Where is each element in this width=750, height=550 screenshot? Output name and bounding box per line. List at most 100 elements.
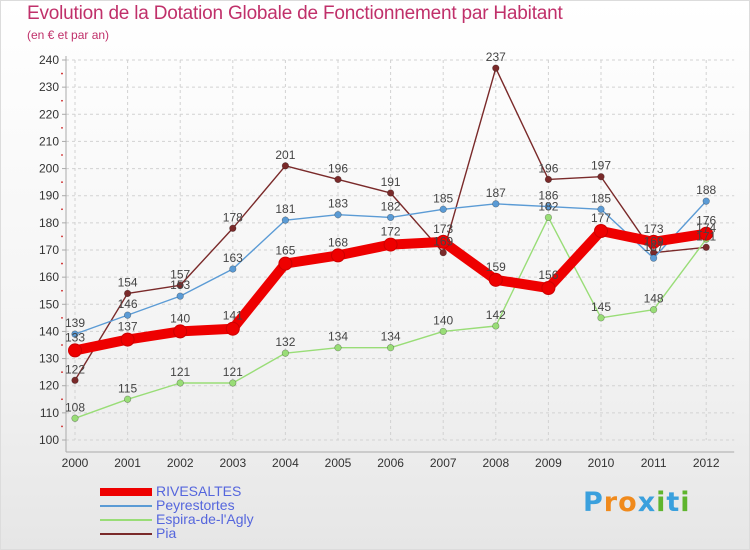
data-label-peyrestortes: 182 — [381, 199, 401, 213]
data-label-rivesaltes: 173 — [433, 222, 453, 236]
data-label-peyrestortes: 185 — [433, 191, 453, 205]
y-minor-tick — [61, 344, 63, 346]
y-tick-label: 100 — [39, 433, 59, 447]
data-point-pia — [492, 64, 500, 72]
data-point-espira-de-l-agly — [123, 395, 132, 403]
data-label-pia: 201 — [275, 148, 295, 162]
data-point-rivesaltes — [120, 332, 135, 347]
data-label-pia: 197 — [591, 159, 611, 173]
data-label-espira-de-l-agly: 140 — [433, 313, 453, 327]
data-point-pia — [229, 224, 237, 232]
data-label-espira-de-l-agly: 134 — [328, 330, 348, 344]
data-point-rivesaltes — [488, 272, 503, 287]
data-point-peyrestortes — [334, 211, 342, 219]
legend-item: RIVESALTES — [100, 483, 360, 499]
data-label-rivesaltes: 133 — [65, 330, 85, 344]
data-label-rivesaltes: 141 — [223, 309, 243, 323]
x-tick-label: 2001 — [114, 456, 141, 470]
data-point-pia — [439, 249, 447, 257]
data-label-rivesaltes: 176 — [696, 214, 716, 228]
logo-letter: i — [680, 487, 691, 518]
legend: RIVESALTES Peyrestortes Espira-de-l'Agly Pi… — [100, 483, 360, 541]
y-minor-tick — [61, 208, 63, 211]
x-tick-label: 2005 — [325, 456, 352, 470]
y-tick-label: 180 — [39, 216, 59, 230]
data-point-rivesaltes — [173, 324, 188, 339]
data-point-pia — [71, 376, 79, 384]
data-label-pia: 237 — [486, 50, 506, 64]
y-minor-tick — [61, 425, 63, 428]
data-label-espira-de-l-agly: 108 — [65, 400, 85, 414]
data-label-rivesaltes: 159 — [486, 260, 506, 274]
data-point-espira-de-l-agly — [71, 414, 79, 422]
data-point-rivesaltes — [646, 234, 661, 249]
legend-label: Pia — [156, 525, 177, 541]
y-minor-tick — [61, 99, 63, 102]
legend-swatch — [100, 488, 152, 496]
data-label-rivesaltes: 137 — [118, 320, 138, 334]
y-minor-tick — [61, 72, 63, 75]
legend-item: Espira-de-l'Agly — [100, 511, 360, 527]
series-group — [68, 64, 714, 422]
grid-lines — [66, 59, 735, 441]
data-point-peyrestortes — [123, 311, 132, 319]
x-tick-label: 2000 — [62, 456, 89, 470]
data-point-peyrestortes — [439, 205, 447, 213]
data-point-pia — [702, 243, 710, 251]
y-tick-label: 110 — [40, 406, 59, 420]
legend-item: Pia — [100, 525, 360, 541]
y-tick-label: 140 — [39, 324, 59, 338]
data-label-rivesaltes: 172 — [381, 225, 401, 239]
y-tick-label: 210 — [39, 134, 59, 148]
x-tick-label: 2009 — [535, 456, 562, 470]
data-label-peyrestortes: 153 — [170, 278, 190, 292]
legend-label: Espira-de-l'Agly — [156, 511, 254, 527]
data-point-espira-de-l-agly — [229, 379, 237, 387]
data-label-espira-de-l-agly: 145 — [591, 300, 611, 314]
x-tick-label: 2007 — [430, 456, 457, 470]
data-point-espira-de-l-agly — [492, 322, 500, 330]
y-minor-tick — [61, 262, 63, 265]
data-point-espira-de-l-agly — [439, 327, 447, 336]
data-point-pia — [176, 281, 184, 289]
y-tick-label: 230 — [39, 80, 59, 94]
logo-letter: P — [583, 487, 604, 518]
data-point-rivesaltes — [594, 224, 608, 238]
data-label-pia: 196 — [538, 161, 558, 175]
y-minor-tick — [61, 154, 63, 156]
data-label-peyrestortes: 188 — [696, 183, 716, 197]
data-label-espira-de-l-agly: 142 — [486, 308, 506, 322]
legend-label: Peyrestortes — [156, 497, 235, 513]
data-point-pia — [544, 175, 553, 184]
data-label-peyrestortes: 163 — [223, 251, 243, 265]
x-tick-label: 2008 — [482, 456, 509, 470]
y-minor-tick — [61, 289, 63, 292]
x-tick-label: 2012 — [693, 456, 720, 470]
data-point-rivesaltes — [225, 321, 240, 336]
data-label-peyrestortes: 187 — [486, 186, 506, 200]
data-label-pia: 178 — [223, 210, 243, 224]
data-label-rivesaltes: 156 — [538, 268, 558, 282]
data-point-peyrestortes — [649, 254, 658, 262]
data-point-rivesaltes — [383, 237, 398, 252]
y-tick-label: 130 — [39, 352, 59, 366]
axes: 100 110 120 130 140 150 160 170 180 190 200 210 220 2… — [39, 53, 735, 470]
data-point-peyrestortes — [176, 292, 184, 300]
data-label-rivesaltes: 173 — [644, 222, 664, 236]
data-label-espira-de-l-agly: 115 — [118, 381, 137, 395]
data-label-peyrestortes: 183 — [328, 197, 348, 211]
y-tick-label: 150 — [39, 297, 59, 311]
y-tick-label: 240 — [39, 53, 59, 67]
x-tick-label: 2010 — [588, 456, 615, 470]
data-point-peyrestortes — [492, 200, 500, 208]
data-point-peyrestortes — [544, 202, 553, 211]
data-point-rivesaltes — [331, 248, 345, 263]
logo-letter: i — [656, 487, 667, 518]
y-tick-label: 200 — [39, 162, 59, 176]
data-label-peyrestortes: 181 — [275, 202, 295, 216]
data-point-rivesaltes — [541, 281, 556, 295]
data-label-espira-de-l-agly: 121 — [223, 365, 243, 379]
y-tick-label: 190 — [39, 189, 59, 203]
